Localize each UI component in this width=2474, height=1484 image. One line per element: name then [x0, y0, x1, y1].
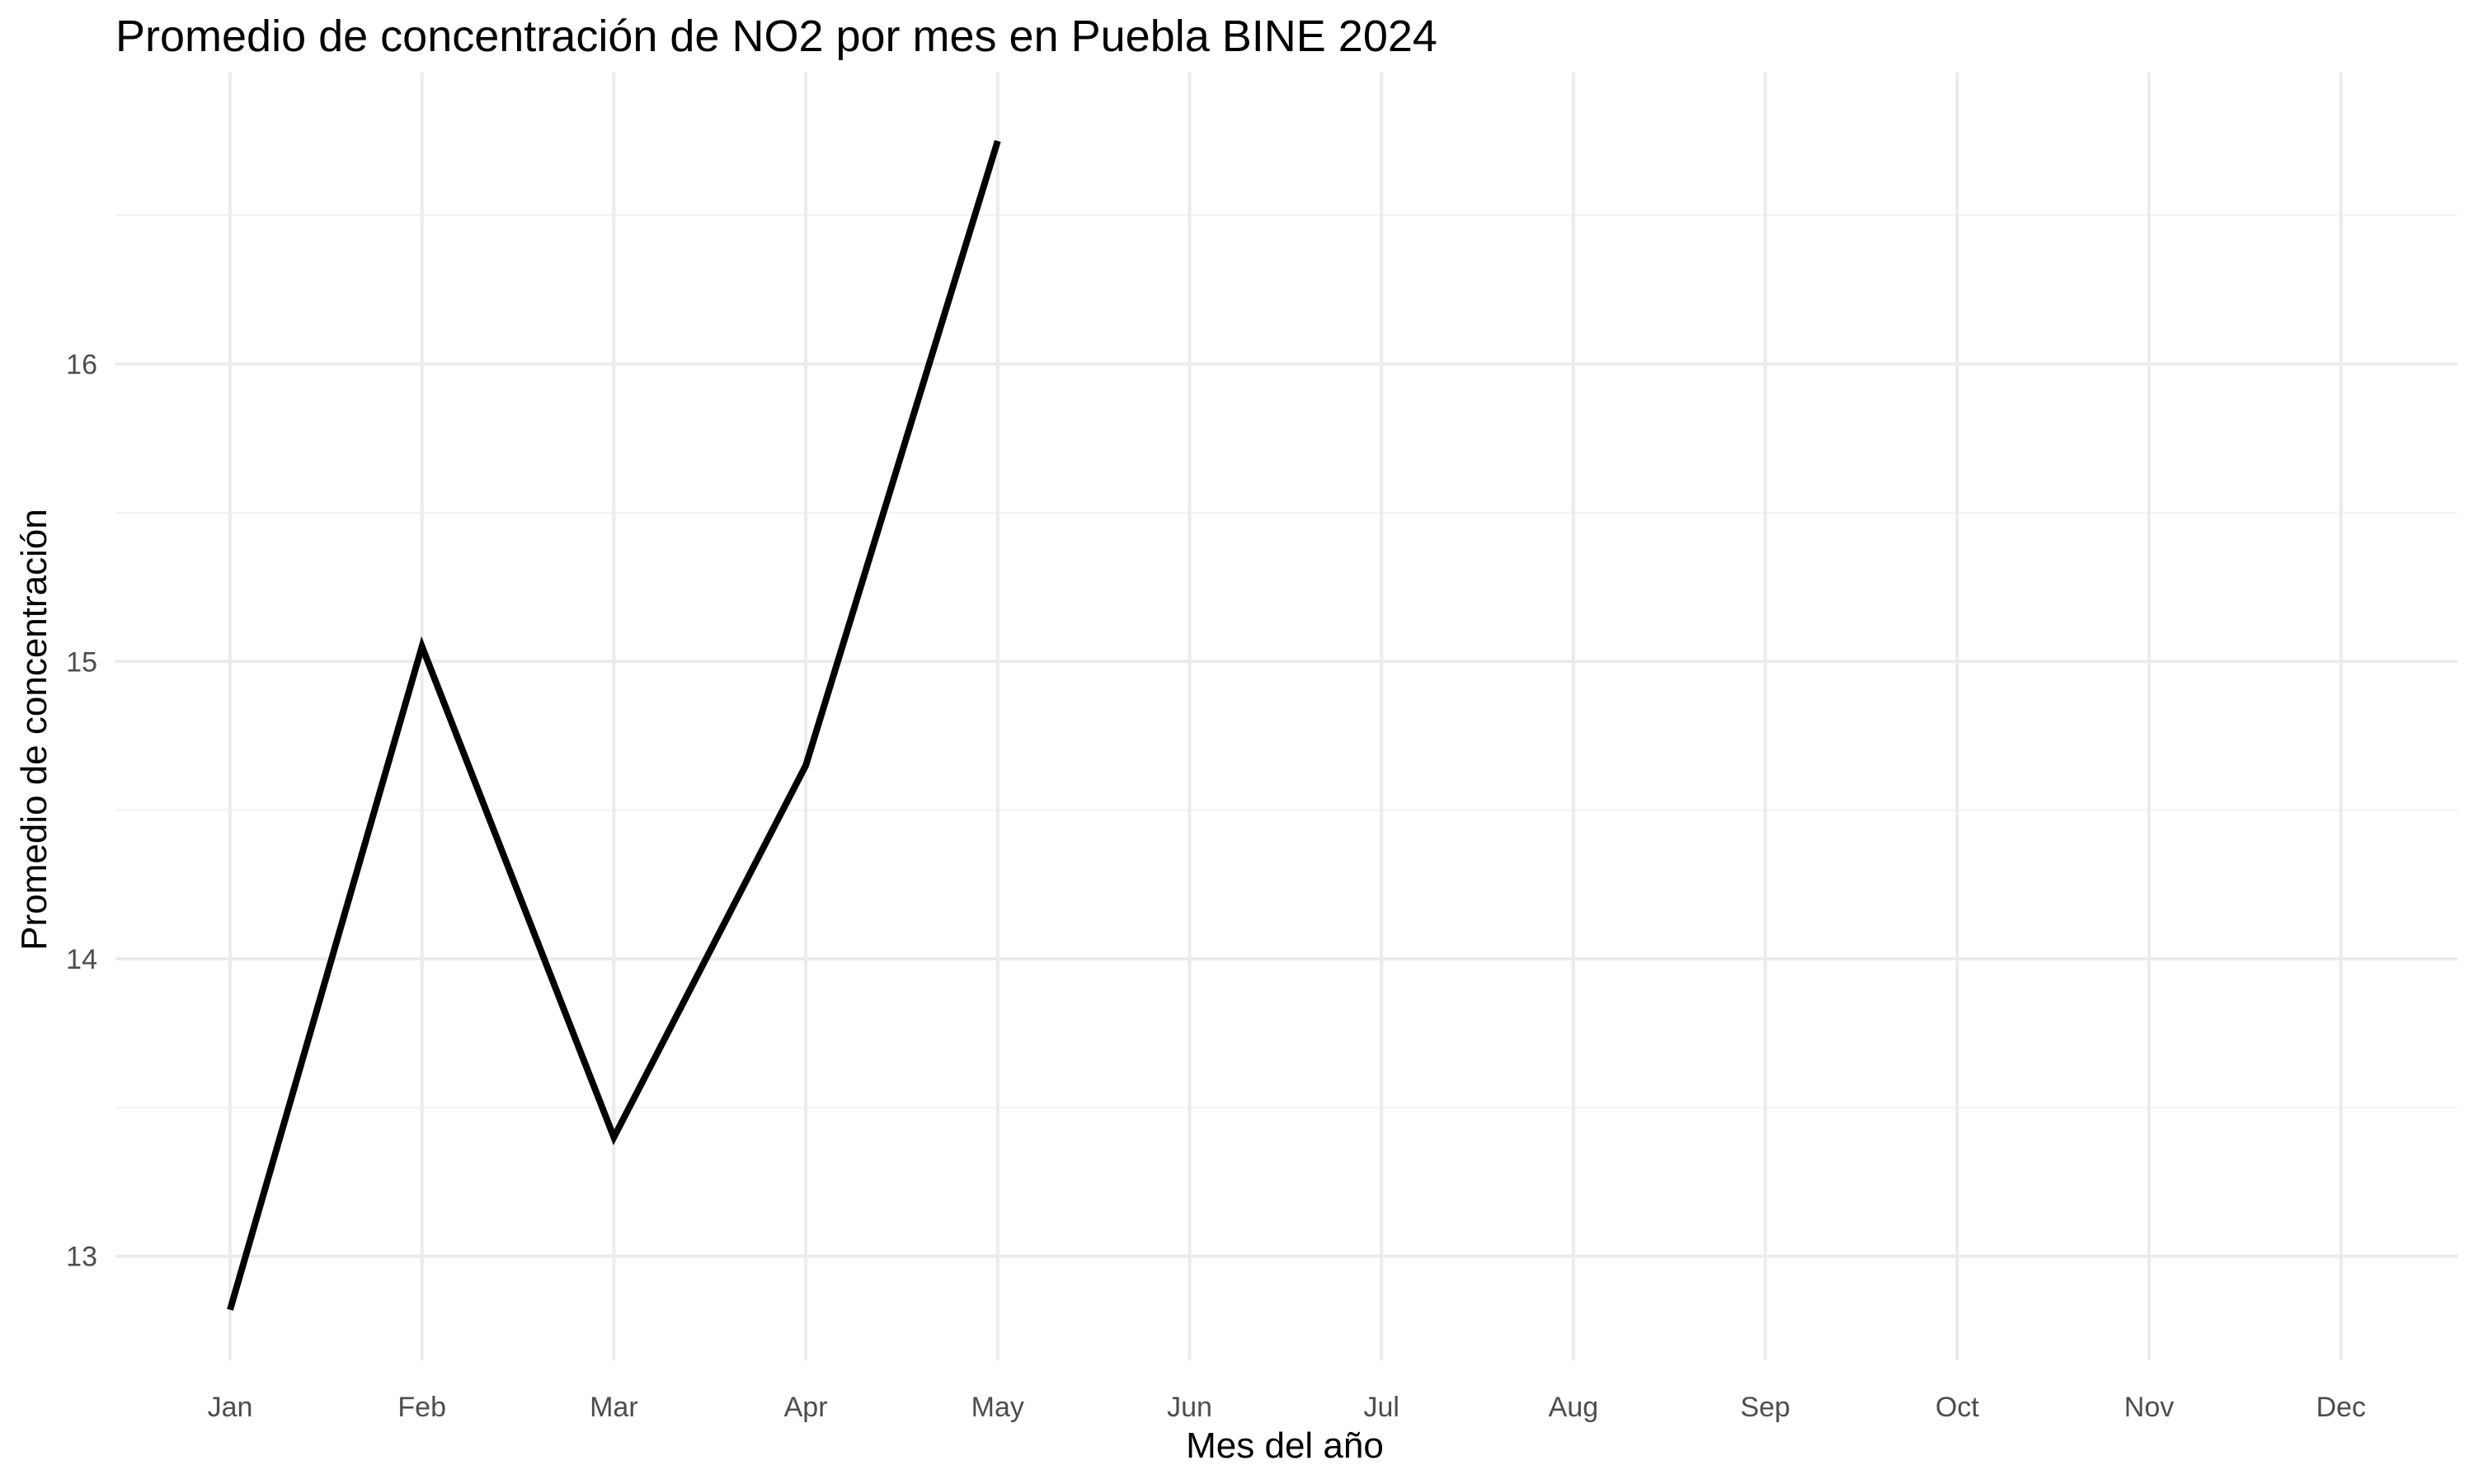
- x-tick-label: Oct: [1935, 1392, 1979, 1423]
- x-tick-label: Mar: [590, 1392, 638, 1423]
- minor-gridlines: [115, 214, 2458, 1109]
- y-axis-label: Promedio de concentración: [14, 509, 54, 951]
- x-tick-label: Jan: [208, 1392, 253, 1423]
- y-axis-tick-labels: 13 14 15 16: [66, 350, 97, 1273]
- y-tick-label: 15: [66, 646, 97, 678]
- x-tick-label: Feb: [397, 1392, 446, 1423]
- x-tick-label: Apr: [784, 1392, 828, 1423]
- y-tick-label: 14: [66, 944, 97, 975]
- x-tick-label: Sep: [1740, 1392, 1790, 1423]
- series-line: [227, 139, 1001, 1311]
- x-axis-tick-labels: Jan Feb Mar Apr May Jun Jul Aug Sep Oct Nov Dec: [208, 1392, 2366, 1423]
- x-tick-label: Aug: [1549, 1392, 1599, 1423]
- series-layer: [227, 139, 1001, 1311]
- y-tick-label: 13: [66, 1242, 97, 1273]
- major-gridlines: [115, 73, 2458, 1360]
- x-tick-label: May: [971, 1392, 1024, 1423]
- x-axis-label: Mes del año: [1186, 1425, 1384, 1466]
- y-tick-label: 16: [66, 350, 97, 381]
- chart-title: Promedio de concentración de NO2 por mes…: [115, 12, 1437, 61]
- x-tick-label: Jun: [1167, 1392, 1212, 1423]
- x-tick-label: Nov: [2124, 1392, 2174, 1423]
- x-tick-label: Dec: [2316, 1392, 2365, 1423]
- x-tick-label: Jul: [1363, 1392, 1399, 1423]
